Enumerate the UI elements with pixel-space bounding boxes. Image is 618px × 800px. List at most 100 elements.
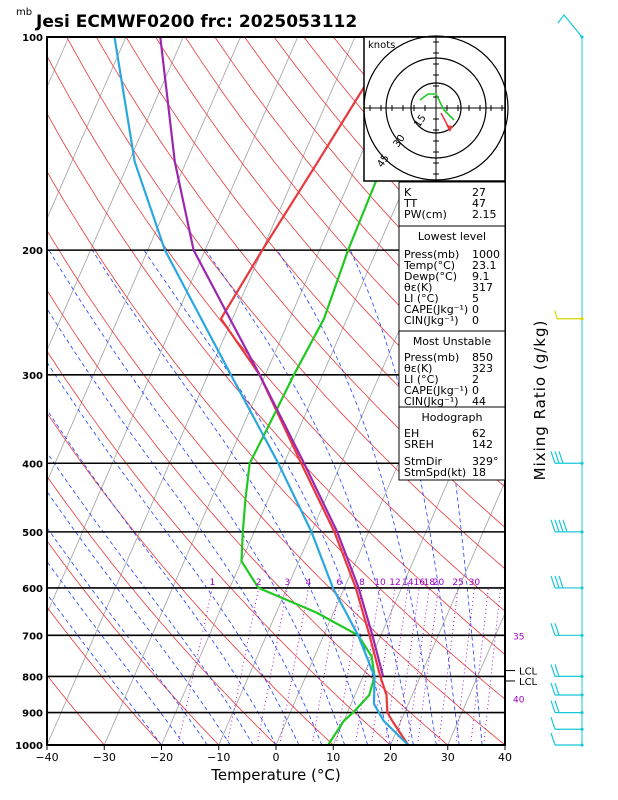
moist-adiabat	[143, 249, 391, 745]
table-section-title: Hodograph	[422, 411, 483, 424]
moist-adiabat	[47, 451, 254, 745]
dry-adiabat	[47, 112, 505, 656]
pressure-tick-label: 400	[22, 459, 43, 470]
table-key: StmDir	[404, 455, 443, 468]
wind-barb	[554, 310, 582, 320]
pressure-tick-label: 200	[22, 246, 43, 257]
isotherm	[0, 37, 11, 745]
mixing-ratio-label: 20	[433, 578, 445, 588]
mixing-ratio-line	[354, 587, 381, 745]
wind-barb-flag	[562, 519, 568, 533]
mixing-ratio-label: 1	[209, 578, 215, 588]
mixing-ratio-line	[256, 587, 288, 745]
wind-barb-flag	[550, 700, 556, 713]
temp-tick-label: 20	[384, 751, 398, 764]
moist-adiabat	[47, 593, 162, 745]
mixing-ratio-line	[226, 587, 260, 745]
table-key: LI (°C)	[404, 373, 439, 386]
wind-barb-flag	[554, 700, 560, 713]
table-key: CIN(Jkg⁻¹)	[404, 395, 459, 408]
wind-barb-flag	[550, 623, 556, 636]
moist-adiabat	[47, 409, 277, 745]
table-value: 329°	[472, 455, 499, 468]
table-key: CIN(Jkg⁻¹)	[404, 314, 459, 327]
chart-title: Jesi ECMWF0200 frc: 2025053112	[35, 12, 357, 32]
wind-barb-flag	[550, 451, 556, 464]
hodograph-unit: knots	[368, 40, 395, 51]
temp-tick-label: 30	[441, 751, 455, 764]
table-value: 850	[472, 351, 493, 364]
dry-adiabat	[125, 37, 505, 488]
moist-adiabat	[91, 249, 368, 745]
temp-tick-label: −30	[93, 751, 116, 764]
temp-tick-label: 0	[273, 751, 280, 764]
dry-adiabat	[47, 289, 449, 745]
isotherm	[47, 37, 299, 615]
table-value: 44	[472, 395, 486, 408]
table-key: Press(mb)	[404, 248, 459, 261]
mixing-ratio-line	[483, 587, 501, 745]
isotherm	[447, 612, 505, 745]
pressure-tick-label: 100	[22, 33, 43, 44]
dry-adiabat	[47, 55, 505, 612]
mixing-ratio-label: 18	[424, 578, 436, 588]
table-key: StmSpd(kt)	[404, 466, 466, 479]
table-key: PW(cm)	[404, 208, 447, 221]
pressure-tick-label: 700	[22, 631, 43, 642]
mixing-ratio-side-label: 35	[513, 632, 524, 642]
isotherm	[562, 37, 618, 745]
dry-adiabat	[47, 229, 505, 745]
wind-barb-flag	[550, 717, 556, 730]
temp-tick-label: −20	[150, 751, 173, 764]
pressure-tick-label: 1000	[15, 741, 43, 752]
dry-adiabat	[47, 606, 162, 745]
moist-adiabat	[276, 249, 437, 745]
stats-table: K 27 TT 47 PW(cm) 2.15 Lowest level Press(mb) 10…	[398, 181, 506, 481]
isotherm	[390, 480, 505, 745]
temp-tick-label: −10	[207, 751, 230, 764]
moist-adiabat	[47, 307, 323, 745]
wind-barb-flag	[558, 519, 564, 533]
pressure-tick-label: 500	[22, 528, 43, 539]
mixing-ratio-label: 4	[306, 578, 312, 588]
mixing-ratio-line	[407, 587, 430, 745]
wind-barb	[557, 14, 583, 38]
table-section-title: Most Unstable	[413, 335, 492, 348]
wind-barb-flag	[550, 732, 556, 746]
moist-adiabat	[349, 249, 460, 745]
temp-tick-label: 10	[326, 751, 340, 764]
wind-barb-flag	[550, 682, 556, 696]
moist-adiabat	[48, 249, 346, 745]
storm-motion-arrow	[446, 125, 453, 132]
wind-barb-flag	[550, 575, 556, 589]
table-value: 5	[472, 292, 479, 305]
table-value: 47	[472, 197, 486, 210]
mixing-ratio-label: 6	[336, 578, 342, 588]
table-value: 142	[472, 438, 493, 451]
dry-adiabat	[95, 37, 505, 528]
wind-barb-flag	[554, 682, 560, 696]
mixing-ratio-line	[311, 587, 340, 745]
wind-barb-flag	[550, 664, 556, 677]
wind-barb-flag	[554, 664, 560, 677]
wind-barb-flag	[554, 575, 560, 589]
table-key: Dewp(°C)	[404, 270, 457, 283]
dry-adiabat	[66, 37, 505, 570]
mixing-ratio-label: 2	[256, 578, 262, 588]
table-section-title: Lowest level	[418, 230, 486, 243]
mixing-ratio-side-label: 40	[513, 696, 525, 706]
x-axis-label: Temperature (°C)	[210, 766, 340, 784]
table-key: θε(K)	[404, 281, 432, 294]
table-key: Press(mb)	[404, 351, 459, 364]
wind-barb-flag	[554, 519, 560, 533]
mixing-ratio-label: 14	[402, 578, 414, 588]
table-key: SREH	[404, 438, 434, 451]
mixing-ratio-label: 3	[285, 578, 291, 588]
mixing-ratio-label: 10	[374, 578, 386, 588]
table-value: 317	[472, 281, 493, 294]
table-value: 323	[472, 362, 493, 375]
mixing-ratio-line	[370, 587, 396, 745]
pressure-tick-label: 300	[22, 371, 43, 382]
